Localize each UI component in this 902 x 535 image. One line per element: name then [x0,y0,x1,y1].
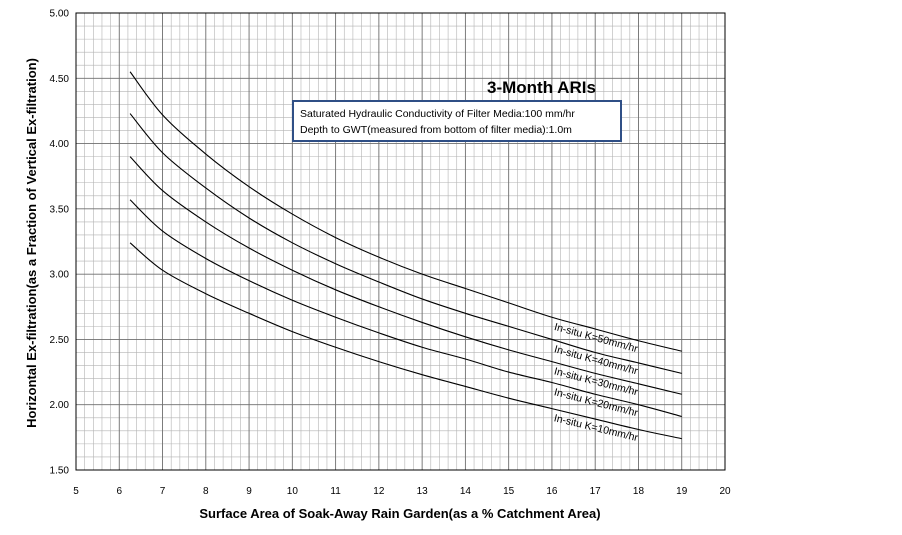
annotation-box: Saturated Hydraulic Conductivity of Filt… [292,100,622,142]
series-line-3 [129,156,682,395]
series-label-5: In-situ K=10mm/hr [553,412,640,444]
annotation-line-1: Saturated Hydraulic Conductivity of Filt… [300,108,575,120]
x-tick-label: 6 [116,486,122,497]
x-tick-label: 11 [330,486,341,497]
x-tick-label: 9 [246,486,252,497]
x-tick-label: 16 [546,486,558,497]
y-axis-title: Horizontal Ex-filtration(as a Fraction o… [24,58,39,428]
series-line-4 [129,199,682,418]
x-tick-label: 17 [590,486,602,497]
plot-area-border [75,12,726,471]
chart-title: 3-Month ARIs [487,78,596,97]
series-line-1 [129,71,682,352]
x-tick-label: 15 [503,486,515,497]
series-lines [129,71,682,440]
x-tick-label: 8 [203,486,209,497]
y-tick-label: 5.00 [50,9,70,20]
x-tick-label: 7 [160,486,166,497]
x-tick-label: 13 [417,486,429,497]
y-tick-label: 1.50 [50,466,70,477]
y-tick-label: 2.50 [50,335,70,346]
y-tick-label: 4.00 [50,139,70,150]
x-tick-label: 18 [633,486,645,497]
y-tick-label: 3.50 [50,204,70,215]
x-tick-label: 20 [719,486,731,497]
x-tick-label: 5 [73,486,79,497]
series-line-5 [129,242,682,440]
annotation-line-2: Depth to GWT(measured from bottom of fil… [300,124,572,136]
minor-grid [76,13,725,470]
x-axis-title: Surface Area of Soak-Away Rain Garden(as… [199,506,600,521]
y-tick-label: 2.00 [50,400,70,411]
x-tick-label: 12 [373,486,385,497]
x-tick-label: 10 [287,486,299,497]
x-tick-label: 19 [676,486,688,497]
x-tick-label: 14 [460,486,472,497]
major-grid [75,12,726,471]
y-tick-labels: 1.50 2.00 2.50 3.00 3.50 4.00 4.50 5.00 [50,9,70,477]
y-tick-label: 4.50 [50,74,70,85]
y-tick-label: 3.00 [50,270,70,281]
x-tick-labels: 5 6 7 8 9 10 11 12 13 14 15 16 17 18 19 20 [73,486,731,497]
series-line-2 [129,113,682,374]
